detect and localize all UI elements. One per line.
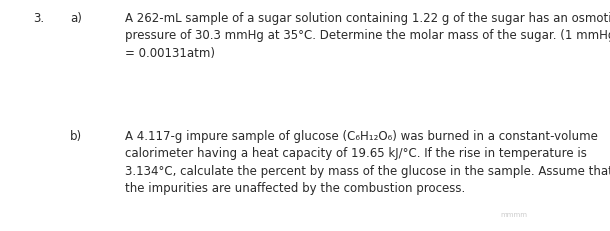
Text: b): b) bbox=[70, 129, 82, 142]
Text: A 4.117-g impure sample of glucose (C₆H₁₂O₆) was burned in a constant-volume
cal: A 4.117-g impure sample of glucose (C₆H₁… bbox=[125, 129, 610, 195]
Text: a): a) bbox=[70, 12, 82, 24]
Text: mmmm: mmmm bbox=[500, 211, 527, 217]
Text: A 262-mL sample of a sugar solution containing 1.22 g of the sugar has an osmoti: A 262-mL sample of a sugar solution cont… bbox=[125, 12, 610, 59]
Text: 3.: 3. bbox=[34, 12, 45, 24]
